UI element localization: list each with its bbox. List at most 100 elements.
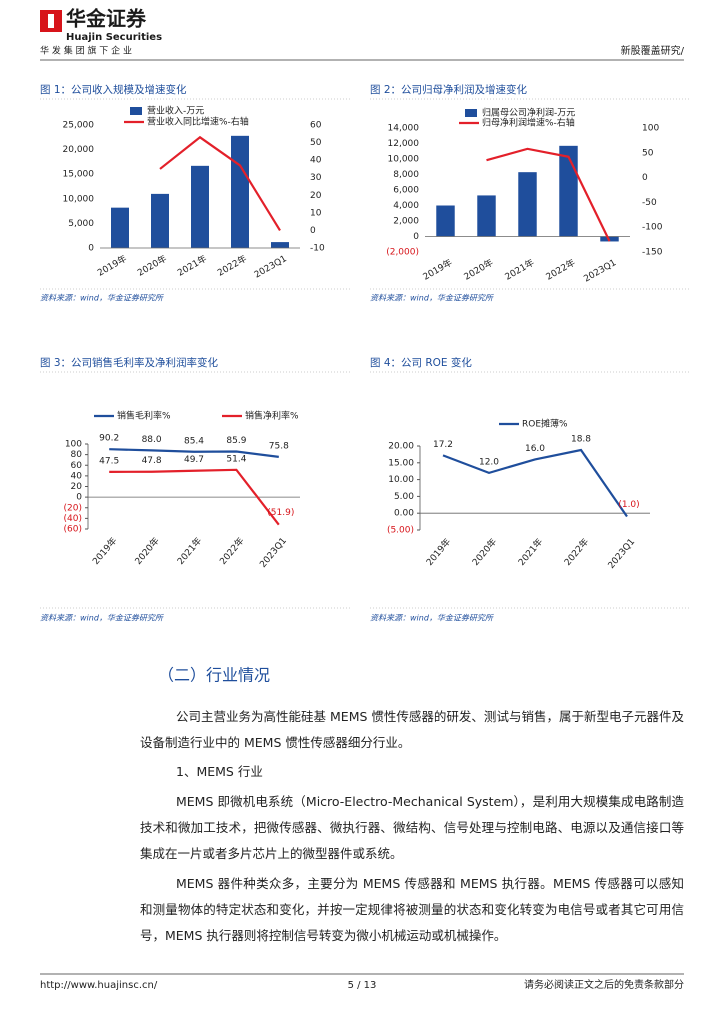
x-tick-label: 2021年: [175, 535, 205, 567]
figure-source: 资料来源：wind，华金证券研究所: [40, 294, 165, 303]
section-heading: （二）行业情况: [158, 666, 270, 685]
bar: [271, 242, 289, 248]
data-label: 51.4: [226, 454, 246, 464]
y-tick-label: 40: [71, 471, 83, 481]
x-tick-label: 2022年: [217, 535, 247, 567]
y2-tick-label: -50: [642, 198, 657, 208]
y2-tick-label: -150: [642, 248, 663, 258]
x-tick-label: 2020年: [470, 536, 500, 568]
figure-source: 资料来源：wind，华金证券研究所: [370, 294, 495, 303]
y2-tick-label: 0: [310, 226, 316, 236]
y2-tick-label: 60: [310, 121, 322, 131]
line: [442, 448, 628, 518]
line: [109, 448, 279, 458]
line: [486, 147, 611, 242]
x-tick-label: 2020年: [132, 535, 162, 567]
y-tick-label: (5.00): [387, 526, 414, 536]
data-label: 85.9: [226, 436, 246, 446]
y-tick-label: 0: [413, 232, 419, 242]
data-label: 47.5: [99, 456, 119, 466]
x-tick-label: 2023Q1: [253, 254, 289, 281]
y-tick-label: 60: [71, 461, 83, 471]
figure-title: 图 4：公司 ROE 变化: [370, 356, 472, 369]
y2-tick-label: 0: [642, 173, 648, 183]
bar: [191, 165, 209, 248]
figure-source: 资料来源：wind，华金证券研究所: [40, 614, 165, 623]
y-tick-label: 2,000: [393, 217, 419, 227]
y-tick-label: 5,000: [68, 219, 94, 229]
y-tick-label: 0: [76, 493, 82, 503]
y2-tick-label: 40: [310, 156, 322, 166]
data-label: (51.9): [267, 508, 294, 518]
data-label: 49.7: [184, 455, 204, 465]
legend-swatch: [130, 107, 142, 115]
footer-url: http://www.huajinsc.cn/: [40, 980, 158, 991]
data-label: 18.8: [571, 435, 591, 445]
data-label: 85.4: [184, 436, 204, 446]
paragraph: 公司主营业务为高性能硅基 MEMS 惯性传感器的研发、测试与销售，属于新型电子元…: [140, 709, 684, 750]
figure-source: 资料来源：wind，华金证券研究所: [370, 614, 495, 623]
y-tick-label: 10,000: [388, 155, 420, 165]
data-label: 17.2: [433, 440, 453, 450]
x-tick-label: 2020年: [462, 256, 496, 282]
y-tick-label: 20: [71, 482, 83, 492]
legend-label: 归母净利润增速%-右轴: [482, 117, 575, 129]
x-tick-label: 2023Q1: [607, 537, 638, 571]
report-type: 新股覆盖研究/: [621, 44, 685, 57]
y-tick-label: 8,000: [393, 170, 419, 180]
bar: [151, 193, 169, 248]
paragraph: MEMS 器件种类众多，主要分为 MEMS 传感器和 MEMS 执行器。MEMS…: [140, 876, 684, 943]
y2-tick-label: 20: [310, 191, 322, 201]
page-number: 5 / 13: [348, 980, 377, 991]
y-tick-label: 80: [71, 450, 83, 460]
bar: [518, 172, 537, 237]
y2-tick-label: 50: [642, 148, 654, 158]
logo-en: Huajin Securities: [66, 32, 162, 43]
bar: [231, 135, 249, 248]
separators: [40, 98, 690, 609]
y-tick-label: 4,000: [393, 201, 419, 211]
y2-tick-label: 50: [310, 138, 322, 148]
data-label: 12.0: [479, 457, 499, 467]
y-tick-label: (40): [64, 514, 82, 524]
line: [159, 135, 281, 232]
y2-tick-label: -100: [642, 223, 663, 233]
line: [109, 468, 280, 526]
y-tick-label: (60): [64, 525, 82, 535]
slogan: 华 发 集 团 旗 下 企 业: [40, 45, 132, 57]
y-tick-label: 6,000: [393, 186, 419, 196]
y-tick-label: 100: [65, 440, 82, 450]
y2-tick-label: 30: [310, 173, 322, 183]
disclaimer: 请务必阅读正文之后的免责条款部分: [524, 978, 684, 991]
data-label: 90.2: [99, 434, 119, 444]
y-tick-label: 10.00: [388, 475, 414, 485]
y-tick-label: 0: [88, 244, 94, 254]
x-tick-label: 2022年: [562, 536, 592, 568]
figure-title: 图 2：公司归母净利润及增速变化: [370, 83, 528, 96]
y-tick-label: 20,000: [63, 145, 95, 155]
y-tick-label: 15.00: [388, 458, 414, 468]
x-tick-label: 2022年: [215, 252, 249, 278]
data-label: 75.8: [269, 441, 289, 451]
x-tick-label: 2021年: [503, 256, 537, 282]
y-tick-label: (2,000): [386, 248, 419, 258]
y-tick-label: 12,000: [388, 139, 420, 149]
y-tick-label: 0.00: [394, 509, 414, 519]
x-tick-label: 2019年: [95, 252, 129, 278]
logo-cn: 华金证券: [66, 7, 147, 31]
legend-label: 营业收入-万元: [147, 105, 204, 117]
x-tick-label: 2020年: [135, 252, 169, 278]
y-tick-label: (20): [64, 503, 82, 513]
y-tick-label: 25,000: [63, 121, 95, 131]
legend-label: 归属母公司净利润-万元: [482, 107, 575, 119]
logo-icon-mark: [48, 14, 54, 28]
y-tick-label: 5.00: [394, 492, 414, 502]
bar: [477, 195, 496, 237]
x-tick-label: 2023Q1: [582, 258, 618, 285]
data-label: 88.0: [142, 435, 162, 445]
x-tick-label: 2022年: [544, 256, 578, 282]
bar: [559, 145, 578, 237]
figure-title: 图 3：公司销售毛利率及净利润率变化: [40, 356, 219, 369]
y-tick-label: 14,000: [388, 124, 420, 134]
